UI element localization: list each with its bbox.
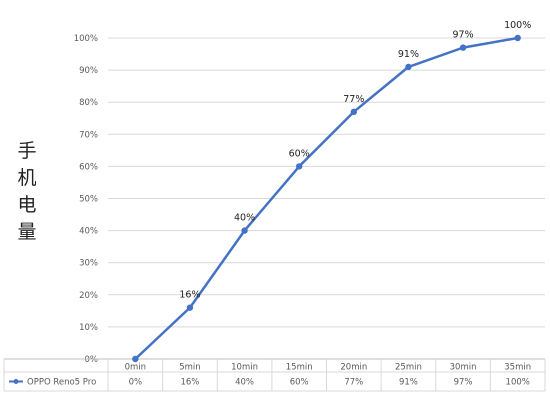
data-point bbox=[295, 163, 303, 170]
table-value: 60% bbox=[290, 378, 309, 388]
data-label: 100% bbox=[504, 20, 531, 31]
table-value: 40% bbox=[235, 378, 254, 388]
table-value: 77% bbox=[344, 378, 363, 388]
data-point bbox=[350, 108, 358, 116]
y-tick-label: 20% bbox=[79, 291, 98, 301]
data-point bbox=[459, 44, 467, 51]
x-tick-label: 20min bbox=[340, 363, 367, 373]
x-tick-label: 15min bbox=[286, 363, 313, 373]
x-tick-label: 0min bbox=[125, 363, 146, 373]
y-tick-label: 0% bbox=[85, 355, 99, 365]
y-tick-label: 50% bbox=[79, 195, 98, 205]
legend-label: OPPO Reno5 Pro bbox=[27, 378, 96, 388]
data-point bbox=[514, 34, 521, 42]
table-value: 16% bbox=[180, 378, 199, 388]
y-tick-label: 30% bbox=[79, 259, 98, 269]
data-point bbox=[132, 355, 139, 363]
y-tick-label: 40% bbox=[79, 227, 98, 237]
data-label: 40% bbox=[234, 213, 255, 224]
data-label: 16% bbox=[179, 290, 200, 301]
data-point bbox=[241, 227, 248, 234]
y-tick-label: 80% bbox=[79, 98, 98, 108]
data-label: 97% bbox=[453, 30, 474, 41]
data-label: 91% bbox=[398, 49, 419, 60]
table-value: 0% bbox=[129, 378, 143, 388]
y-axis-label-char: 电 bbox=[17, 194, 37, 216]
y-axis-label: 手 机 电 量 bbox=[12, 138, 42, 246]
data-point bbox=[186, 304, 194, 311]
y-tick-label: 100% bbox=[74, 34, 98, 44]
table-value: 91% bbox=[399, 378, 418, 388]
y-tick-label: 60% bbox=[79, 162, 98, 172]
x-tick-label: 35min bbox=[504, 363, 531, 373]
y-tick-label: 70% bbox=[79, 130, 98, 140]
data-label: 60% bbox=[289, 148, 310, 159]
x-tick-label: 25min bbox=[395, 363, 422, 373]
data-point bbox=[405, 63, 412, 71]
y-tick-label: 90% bbox=[79, 66, 98, 76]
x-tick-label: 10min bbox=[231, 363, 258, 373]
data-label: 77% bbox=[343, 94, 364, 105]
y-tick-label: 10% bbox=[79, 323, 98, 333]
x-tick-label: 5min bbox=[179, 363, 200, 373]
series-line bbox=[134, 36, 518, 360]
table-value: 100% bbox=[506, 378, 530, 388]
y-axis-label-char: 手 bbox=[17, 140, 37, 162]
table-value: 97% bbox=[454, 378, 473, 388]
x-tick-label: 30min bbox=[450, 363, 477, 373]
legend-key-marker bbox=[13, 379, 19, 384]
y-axis-label-char: 量 bbox=[17, 221, 37, 243]
y-axis-label-char: 机 bbox=[17, 167, 37, 189]
